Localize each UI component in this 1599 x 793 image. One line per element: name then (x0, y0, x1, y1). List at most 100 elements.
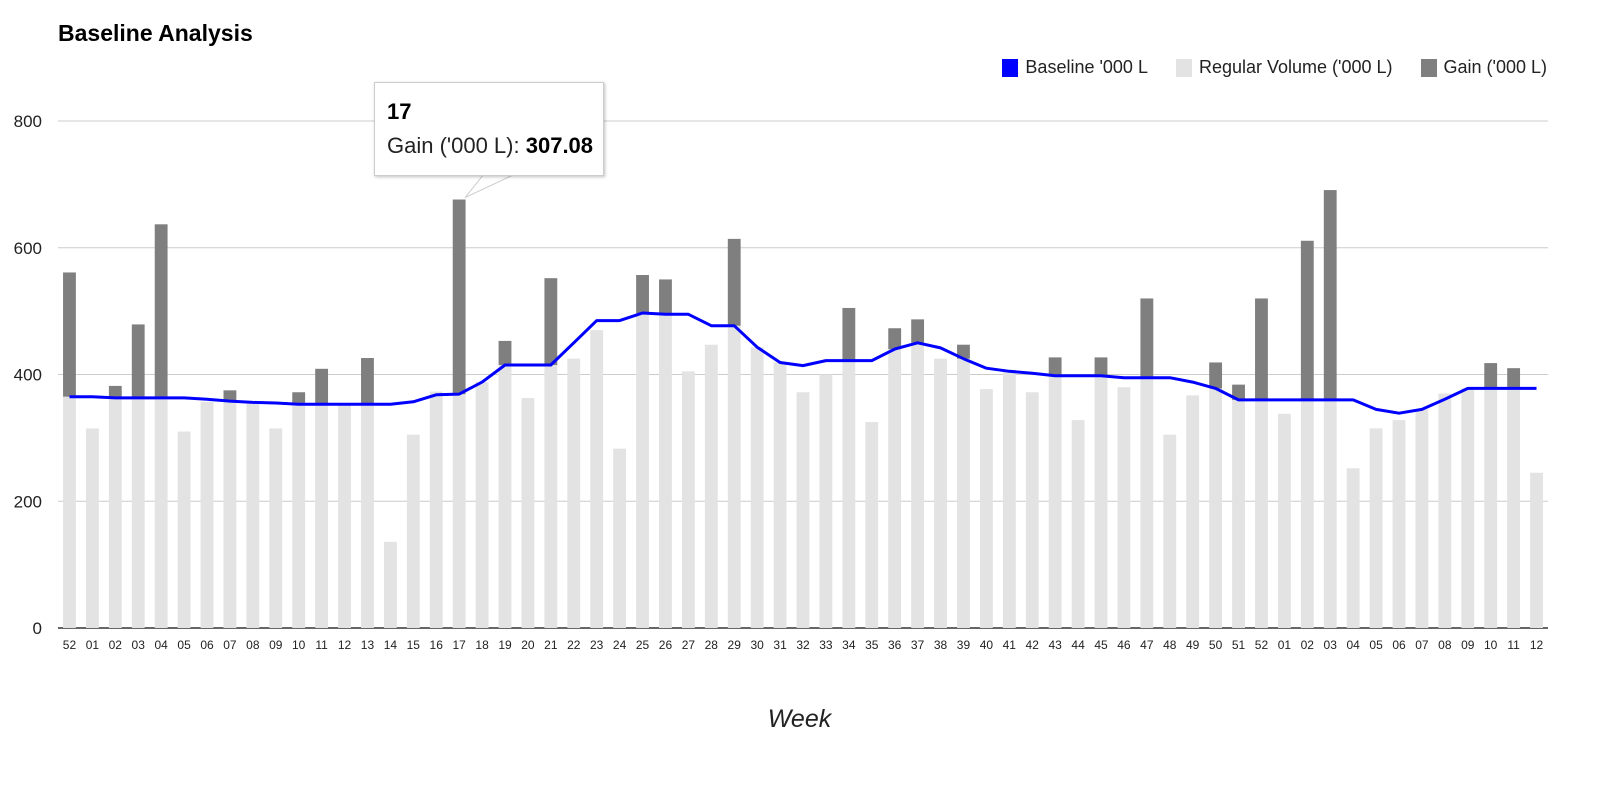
regular-volume-bar (590, 330, 604, 628)
gain-bar (659, 279, 672, 315)
regular-volume-bar (957, 358, 970, 628)
x-tick-label: 47 (1140, 638, 1154, 652)
gain-bar (544, 278, 558, 365)
gain-bar (154, 224, 168, 398)
x-tick-label: 40 (980, 638, 994, 652)
regular-volume-bar (1530, 472, 1543, 628)
x-tick-label: 46 (1117, 638, 1131, 652)
x-axis-label: Week (767, 705, 832, 733)
regular-volume-bar (934, 358, 947, 628)
regular-volume-bar (338, 404, 351, 628)
x-tick-label: 31 (773, 638, 787, 652)
legend-swatch-regular-volume (1175, 58, 1192, 77)
regular-volume-bar (979, 389, 993, 628)
x-tick-label: 25 (636, 638, 650, 652)
x-tick-label: 22 (567, 638, 581, 652)
regular-volume-bar (750, 347, 764, 628)
regular-volume-bar (773, 362, 787, 628)
regular-volume-bar (888, 349, 902, 628)
x-tick-label: 09 (269, 638, 283, 652)
x-tick-label: 14 (384, 638, 398, 652)
x-tick-label: 49 (1186, 638, 1200, 652)
regular-volume-bar (1163, 434, 1177, 628)
tooltip-line: Gain ('000 L): 307.08 (387, 133, 594, 158)
x-tick-label: 11 (315, 638, 328, 652)
regular-volume-bar (1071, 420, 1085, 628)
gain-bar (1255, 298, 1268, 400)
regular-volume-bar (681, 371, 695, 628)
gain-bar (636, 275, 649, 314)
regular-volume-bar (452, 394, 466, 628)
x-tick-label: 28 (705, 638, 719, 652)
regular-volume-bar (1209, 388, 1223, 628)
gain-bar (292, 392, 306, 405)
regular-volume-bar (911, 342, 925, 628)
regular-volume-bar (1048, 375, 1062, 628)
y-tick-label: 0 (33, 619, 42, 638)
legend-item-gain[interactable]: Gain ('000 L) (1420, 57, 1547, 78)
regular-volume-bar (131, 397, 145, 628)
x-tick-label: 05 (1369, 638, 1383, 652)
regular-volume-bar (1461, 388, 1475, 628)
regular-volume-bar (1392, 420, 1406, 628)
regular-volume-bar (1507, 388, 1521, 628)
tooltip-series-label: Gain ('000 L) (387, 133, 514, 158)
gain-bar (223, 390, 237, 402)
regular-volume-bar (1415, 409, 1429, 628)
legend-swatch-gain (1420, 58, 1437, 77)
regular-volume-bar (292, 404, 306, 628)
regular-volume-bar (1346, 468, 1360, 628)
regular-volume-bar (659, 314, 672, 628)
gain-bar (1300, 240, 1314, 400)
gain-bar (63, 272, 76, 397)
x-tick-label: 26 (659, 638, 673, 652)
regular-volume-bar (704, 344, 718, 628)
x-tick-label: 24 (613, 638, 627, 652)
regular-volume-bar (1369, 428, 1383, 628)
x-tick-label: 23 (590, 638, 604, 652)
x-tick-label: 48 (1163, 638, 1177, 652)
regular-volume-bar (796, 392, 810, 628)
x-tick-label: 02 (109, 638, 123, 652)
legend-item-regular-volume[interactable]: Regular Volume ('000 L) (1175, 57, 1393, 78)
regular-volume-bar (1094, 375, 1108, 628)
x-tick-label: 45 (1094, 638, 1108, 652)
regular-volume-bar (154, 397, 168, 628)
x-tick-label: 03 (1324, 638, 1338, 652)
x-tick-label: 33 (819, 638, 833, 652)
x-tick-label: 39 (957, 638, 971, 652)
regular-volume-bar (1323, 399, 1337, 628)
legend-swatch-baseline (1002, 58, 1019, 77)
x-tick-label: 13 (361, 638, 375, 652)
regular-volume-bar (269, 428, 283, 628)
regular-volume-bar (1300, 399, 1314, 628)
x-tick-label: 35 (865, 638, 879, 652)
x-tick-label: 32 (796, 638, 810, 652)
regular-volume-bar (1025, 392, 1039, 628)
regular-volume-bar (108, 397, 122, 628)
tooltip-week: 17 (387, 99, 412, 124)
gain-bar (911, 319, 925, 343)
x-tick-label: 06 (1392, 638, 1406, 652)
gain-bar (1232, 384, 1245, 400)
regular-volume-bar (246, 402, 260, 628)
regular-volume-bar (1186, 395, 1200, 628)
x-tick-label: 43 (1048, 638, 1062, 652)
y-tick-label: 400 (14, 366, 42, 385)
regular-volume-bar (865, 422, 879, 628)
regular-volume-bar (63, 396, 76, 628)
x-tick-label: 41 (1003, 638, 1017, 652)
x-tick-label: 21 (544, 638, 558, 652)
regular-volume-bar (406, 434, 420, 628)
gain-bar (727, 238, 741, 326)
regular-volume-bar (842, 360, 856, 628)
regular-volume-bar (1232, 399, 1245, 628)
x-tick-label: 12 (1530, 638, 1544, 652)
legend-label-baseline: Baseline '000 L (1025, 57, 1148, 77)
regular-volume-bar (429, 391, 443, 628)
legend-item-baseline[interactable]: Baseline '000 L (1002, 57, 1148, 78)
x-tick-label: 52 (1255, 638, 1269, 652)
gain-bar (498, 340, 512, 365)
regular-volume-bar (1277, 413, 1291, 628)
